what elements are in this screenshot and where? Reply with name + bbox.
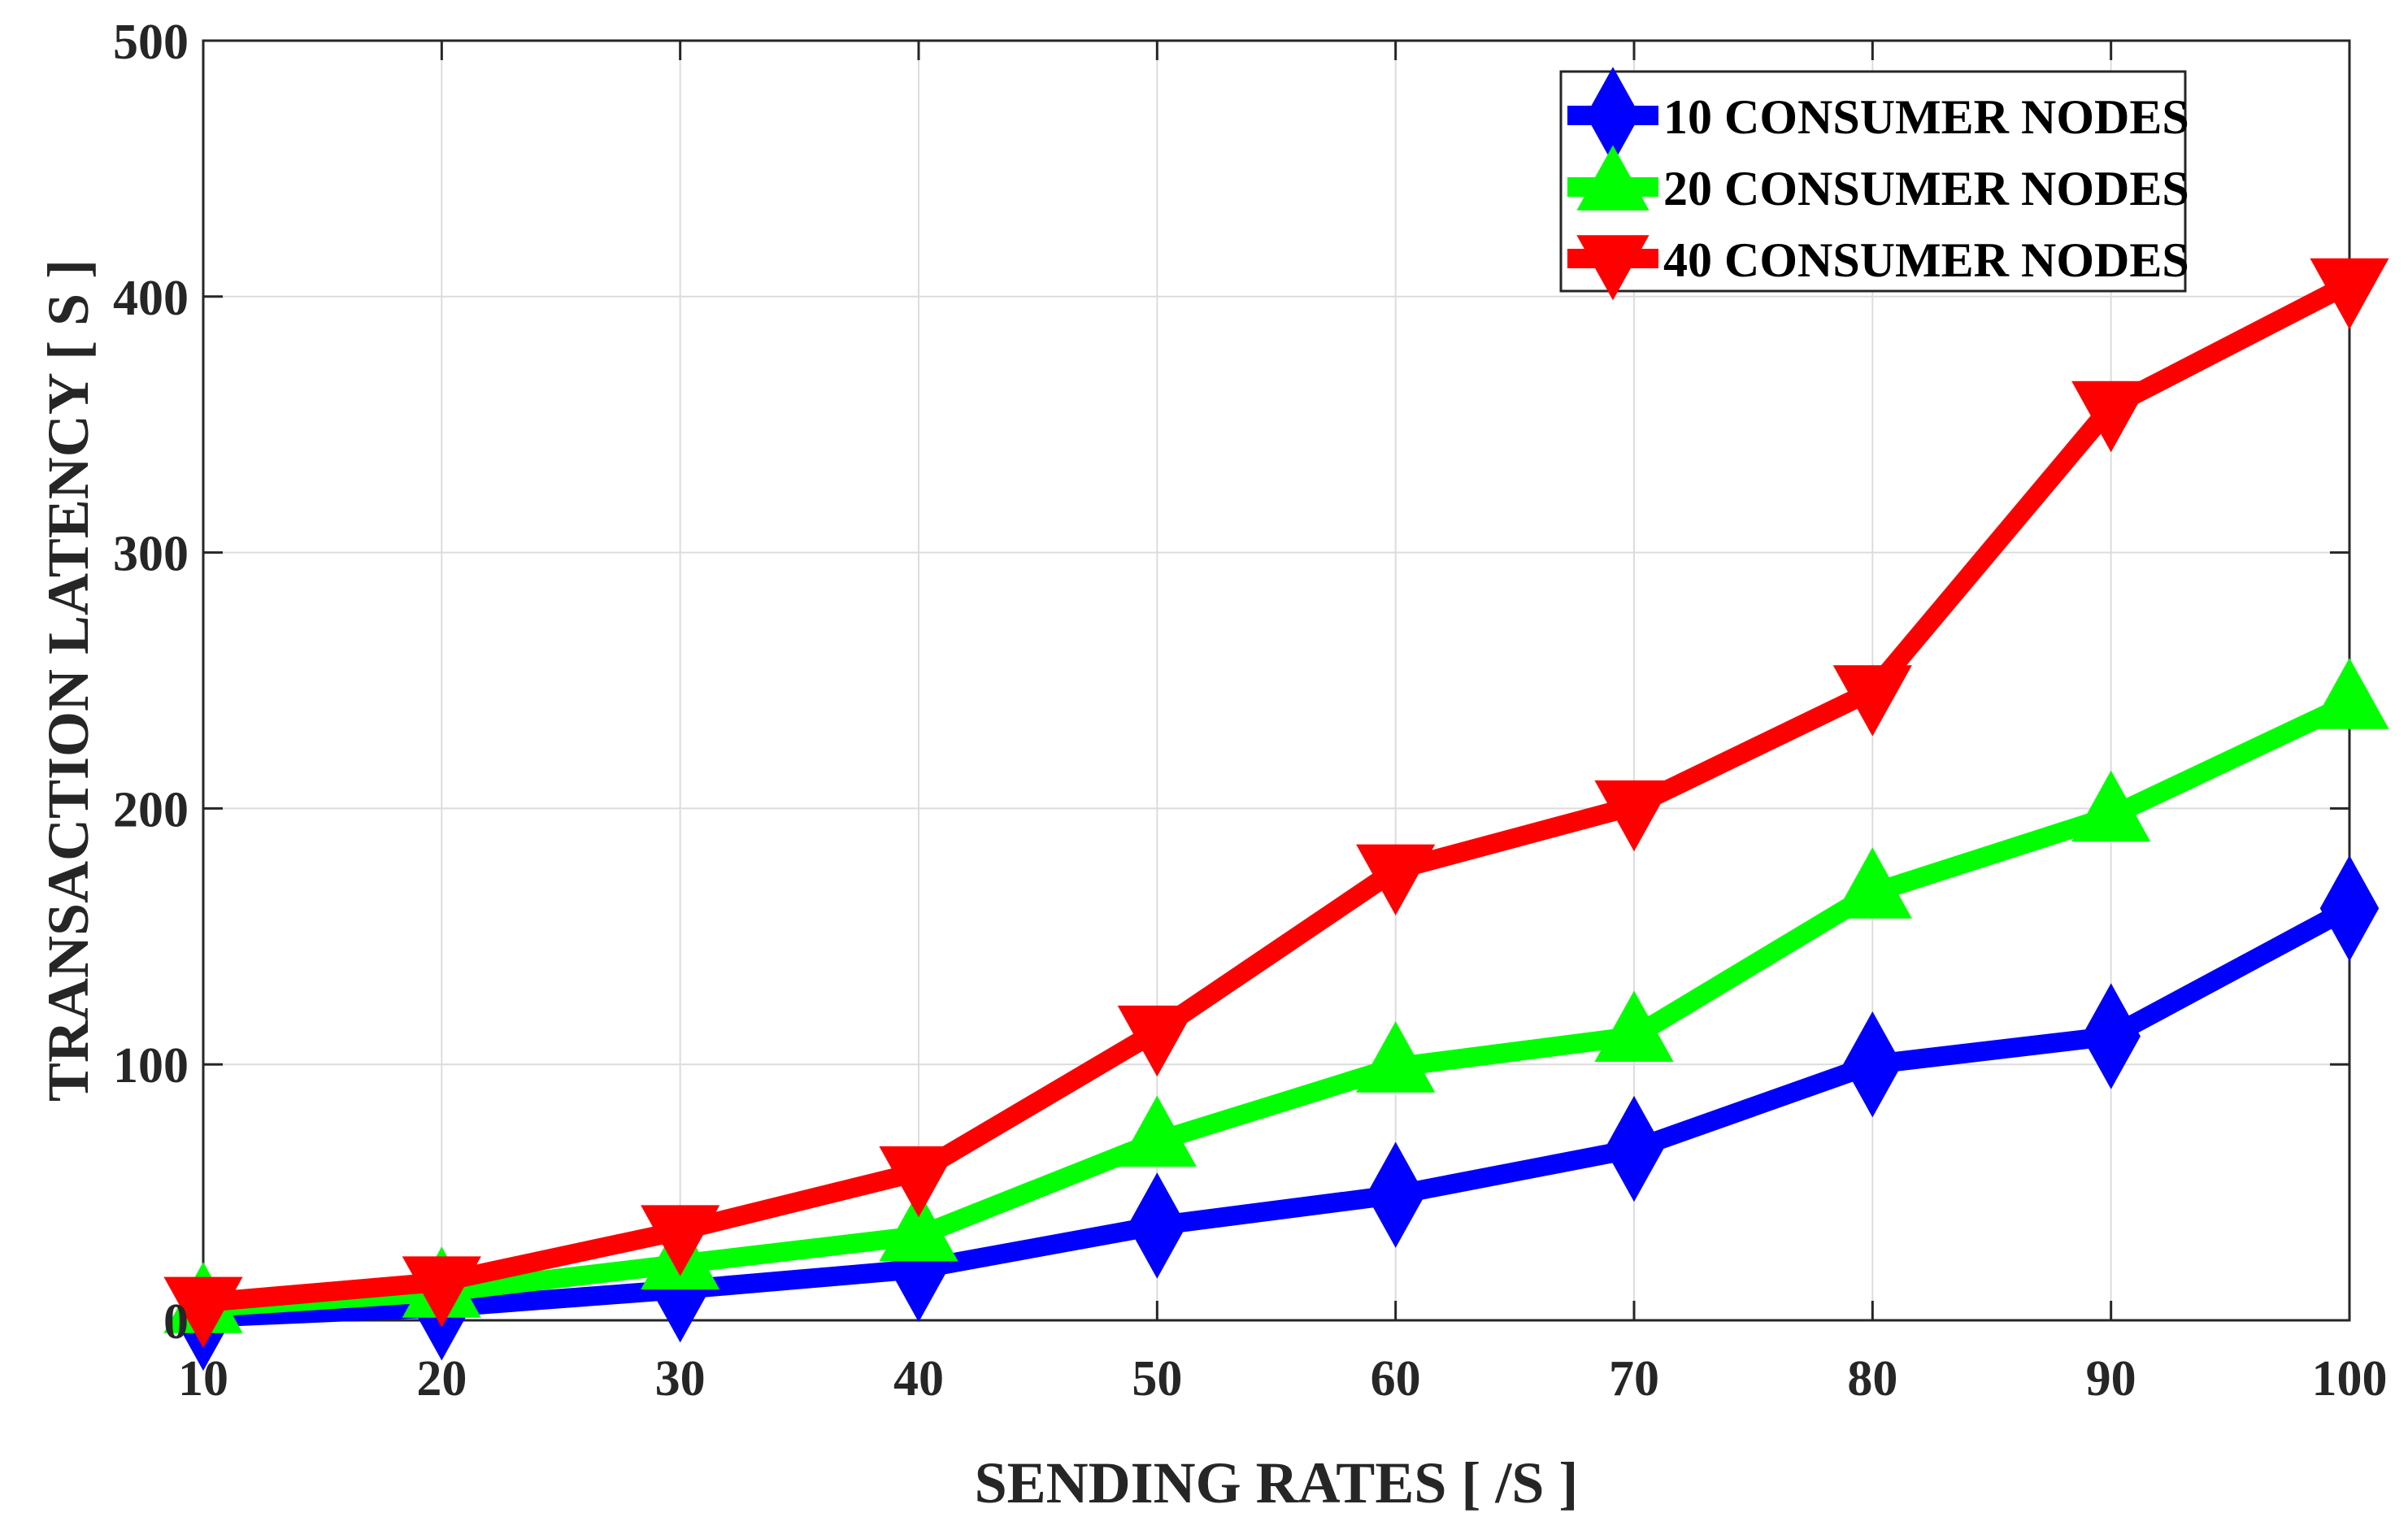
y-tick-label: 0 — [163, 1294, 189, 1350]
x-tick-label: 100 — [2312, 1351, 2388, 1406]
data-point — [1832, 847, 1912, 919]
data-point — [1117, 1005, 1197, 1077]
legend-marker — [1576, 145, 1650, 211]
legend-marker — [1576, 235, 1650, 301]
data-point — [1128, 1172, 1187, 1279]
legend-entry: 10 CONSUMER NODES — [1567, 67, 2189, 164]
series-line — [193, 274, 2359, 1312]
x-tick-label: 70 — [1609, 1351, 1659, 1406]
legend-box — [1559, 70, 2187, 293]
data-point — [641, 1205, 720, 1276]
data-point — [1843, 1011, 1902, 1118]
series-line — [193, 898, 2359, 1328]
x-tick-label: 50 — [1132, 1351, 1182, 1406]
x-tick-label: 60 — [1371, 1351, 1421, 1406]
data-point — [1356, 1021, 1436, 1093]
legend-entry: 40 CONSUMER NODES — [1567, 233, 2189, 301]
legend-label: 10 CONSUMER NODES — [1663, 90, 2189, 144]
legend-entry: 20 CONSUMER NODES — [1567, 145, 2189, 215]
x-tick-label: 20 — [416, 1351, 467, 1406]
legend-label: 40 CONSUMER NODES — [1663, 233, 2189, 287]
x-tick-label: 40 — [893, 1351, 944, 1406]
x-tick-label: 80 — [1847, 1351, 1897, 1406]
data-point — [2310, 658, 2389, 729]
data-point — [402, 1256, 481, 1328]
y-tick-label: 300 — [113, 527, 189, 582]
series-group — [163, 258, 2389, 1372]
x-tick-label: 30 — [655, 1351, 706, 1406]
data-point — [1594, 990, 1674, 1062]
series-line — [193, 693, 2359, 1318]
data-point — [1832, 665, 1912, 737]
data-point — [2071, 770, 2151, 842]
data-point — [1604, 1095, 1664, 1202]
y-tick-label: 500 — [113, 15, 189, 70]
series-3 — [163, 258, 2389, 1348]
data-point — [879, 1146, 958, 1218]
y-tick-label: 400 — [113, 271, 189, 326]
y-tick-label: 100 — [113, 1038, 189, 1093]
data-point — [1117, 1095, 1197, 1167]
x-axis-label: SENDING RATES [ /S ] — [975, 1450, 1579, 1515]
data-point — [879, 1190, 958, 1262]
y-tick-label: 200 — [113, 782, 189, 837]
data-point — [1594, 780, 1674, 852]
x-tick-label: 10 — [178, 1351, 228, 1406]
data-point — [1356, 844, 1436, 915]
y-axis-label: TRANSACTION LATENCY [ S ] — [36, 259, 101, 1102]
x-tick-label: 90 — [2086, 1351, 2136, 1406]
legend: 10 CONSUMER NODES 20 CONSUMER NODES 40 CON… — [1559, 67, 2189, 301]
data-point — [2081, 983, 2141, 1089]
data-point — [2071, 380, 2151, 453]
series-1 — [173, 855, 2380, 1372]
data-point — [2319, 855, 2380, 962]
legend-label: 20 CONSUMER NODES — [1663, 162, 2189, 215]
data-point — [1366, 1141, 1425, 1248]
tick-labels: 10 20 30 40 50 60 70 80 90 100 0 100 200 300 400 500 — [113, 15, 2388, 1406]
data-point — [163, 1276, 243, 1348]
data-point — [2310, 258, 2389, 330]
